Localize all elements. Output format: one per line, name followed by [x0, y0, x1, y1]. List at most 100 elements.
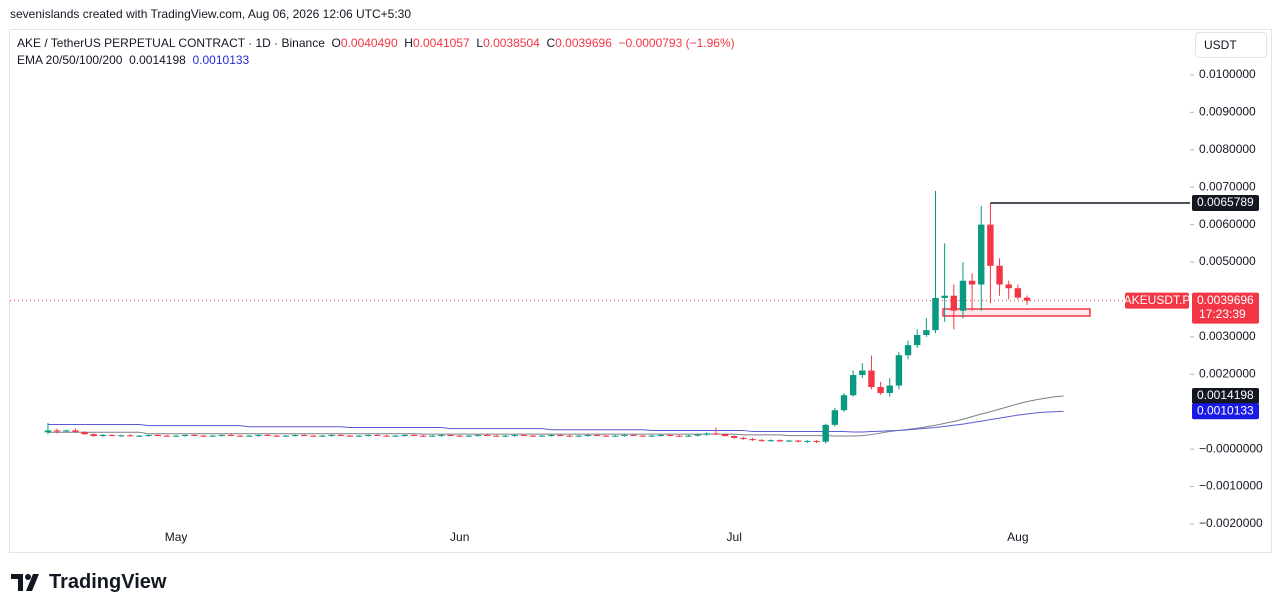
- candle-body: [685, 435, 692, 437]
- last-price-label: 0.0039696: [1197, 293, 1254, 307]
- candle-body: [639, 435, 646, 437]
- ohlc-key: O: [331, 36, 341, 50]
- candle-body: [758, 440, 765, 442]
- footer: TradingView: [11, 571, 166, 594]
- x-tick-label: Jun: [450, 530, 469, 544]
- candle-body: [291, 434, 299, 436]
- candle-body: [895, 355, 903, 386]
- candle-body: [300, 434, 308, 436]
- candle-body: [822, 424, 829, 442]
- candle-body: [557, 434, 564, 436]
- candle-body: [849, 375, 857, 396]
- candle-body: [914, 335, 921, 346]
- ema-label-box: [1192, 388, 1259, 405]
- ohlc-value: 0.0041057: [412, 36, 470, 50]
- candle-body: [1023, 297, 1031, 301]
- candle-body: [227, 434, 235, 436]
- candle-body: [163, 435, 171, 437]
- support-zone: [942, 308, 1091, 317]
- candle-body: [703, 433, 710, 435]
- x-tick-label: May: [165, 530, 188, 544]
- candle-body: [950, 295, 957, 311]
- candle-body: [63, 430, 70, 432]
- candle-body: [776, 440, 784, 442]
- y-tick-label: 0.0020000: [1199, 366, 1256, 380]
- candle-body: [795, 440, 802, 442]
- candle-body: [401, 434, 408, 436]
- candle-body: [602, 435, 610, 437]
- candle-body: [53, 430, 61, 432]
- candle-body: [319, 435, 326, 437]
- candle-body: [410, 434, 418, 436]
- symbol-tag-box: [1125, 292, 1189, 309]
- ohlc-value: 0.0040490: [340, 36, 398, 50]
- candle-body: [282, 435, 290, 437]
- candle-body: [273, 435, 280, 437]
- candle-body: [621, 434, 628, 436]
- candle-body: [136, 435, 143, 437]
- candle-body: [209, 435, 216, 437]
- candle-body: [831, 410, 839, 425]
- chart-frame: [9, 29, 1272, 553]
- candle-body: [383, 435, 390, 437]
- candle-body: [172, 435, 180, 437]
- candle-body: [438, 434, 445, 436]
- candle-body: [127, 435, 134, 437]
- candle-body: [99, 434, 107, 437]
- candle-body: [676, 435, 683, 437]
- candle-body: [721, 434, 729, 437]
- ema-value: 0.0010133: [192, 53, 250, 67]
- candle-body: [1005, 284, 1012, 289]
- legend-row: EMA 20/50/100/200 0.0014198 0.0010133: [17, 52, 735, 69]
- ohlc-key: L: [476, 36, 484, 50]
- candle-body: [117, 435, 125, 437]
- candle-body: [374, 434, 381, 436]
- ohlc-key: H: [404, 36, 413, 50]
- high-label: 0.0065789: [1197, 195, 1254, 209]
- candle-body: [593, 434, 601, 436]
- brand: TradingView: [49, 571, 167, 593]
- candle-body: [968, 280, 976, 285]
- candle-body: [785, 440, 793, 442]
- y-tick-label: −0.0010000: [1199, 479, 1263, 493]
- candle-body: [365, 434, 372, 436]
- candle-body: [712, 433, 720, 435]
- y-tick-label: 0.0030000: [1199, 329, 1256, 343]
- y-tick-label: −0.0020000: [1199, 516, 1263, 530]
- candle-body: [630, 434, 637, 436]
- candle-body: [877, 387, 884, 394]
- attribution: sevenislands created with TradingView.co…: [10, 7, 412, 21]
- y-tick-label: −0.0000000: [1199, 441, 1263, 455]
- ohlc-value: 0.0038504: [483, 36, 540, 50]
- candle-body: [108, 434, 116, 436]
- candle-body: [511, 434, 518, 436]
- candle-body: [813, 440, 820, 442]
- candle-body: [804, 440, 811, 442]
- ohlc-value: 0.0039696: [555, 36, 612, 50]
- legend-row: AKE / TetherUS PERPETUAL CONTRACT · 1D ·…: [17, 35, 735, 52]
- candle-body: [859, 370, 866, 376]
- candle-body: [840, 395, 848, 411]
- ema-axis-label: 0.0014198: [1197, 388, 1254, 402]
- candle-body: [978, 224, 985, 285]
- candle-body: [310, 435, 317, 437]
- currency-button[interactable]: USDT: [1195, 32, 1267, 58]
- candle-body: [255, 434, 262, 436]
- y-tick-label: 0.0100000: [1199, 67, 1256, 81]
- candle-body: [612, 435, 619, 437]
- legend: AKE / TetherUS PERPETUAL CONTRACT · 1D ·…: [17, 35, 735, 69]
- x-tick-label: Jul: [727, 530, 742, 544]
- candle-body: [548, 434, 555, 436]
- last-price-box: [1192, 292, 1259, 324]
- y-tick-label: 0.0050000: [1199, 254, 1256, 268]
- candle-body: [923, 330, 930, 336]
- change: −0.0000793 (−1.96%): [618, 36, 735, 50]
- candle-body: [154, 434, 161, 436]
- candle-body: [694, 434, 701, 436]
- candle-body: [584, 434, 591, 436]
- candle-body: [429, 435, 436, 437]
- y-tick-label: 0.0060000: [1199, 217, 1256, 231]
- candle-body: [520, 434, 527, 436]
- candle-body: [182, 434, 189, 436]
- candle-body: [145, 434, 152, 436]
